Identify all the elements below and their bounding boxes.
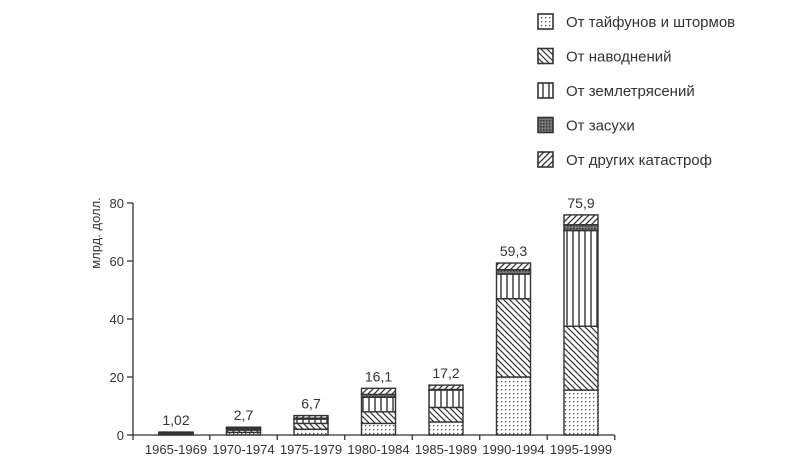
bar-segment [225, 426, 262, 429]
bar-segment [428, 406, 464, 423]
bar-segment [428, 384, 464, 391]
bar-segment [158, 431, 194, 434]
bar-segment [360, 422, 397, 436]
y-tick-label: 20 [110, 370, 124, 385]
x-tick-label: 1980-1984 [347, 442, 409, 457]
x-axis: 1965-1969 1970-1974 1975-1979 1980-1984 1985… [132, 434, 616, 457]
bar-stack [293, 414, 329, 436]
bar-total-label: 6,7 [301, 396, 321, 412]
bars: 1,02 2,7 6,7 16,1 17,2 59,3 75,9 [158, 195, 599, 436]
bar-total-label: 16,1 [365, 368, 392, 384]
bar-total-label: 1,02 [162, 412, 189, 428]
x-tick-label: 1985-1989 [415, 442, 477, 457]
y-tick-label: 0 [117, 428, 124, 443]
legend-item: От наводнений [537, 47, 672, 66]
bar-stack [360, 387, 397, 436]
y-axis: 0 20 40 60 80 [110, 196, 134, 443]
legend-swatch [537, 151, 554, 168]
legend-label: От засухи [566, 118, 635, 135]
x-tick-label: 1965-1969 [145, 442, 207, 457]
bar-segment [563, 325, 599, 391]
bar-segment [495, 262, 532, 271]
bar-total-label: 59,3 [500, 243, 527, 259]
x-tick-label: 1975-1979 [280, 442, 342, 457]
bar-segment [428, 389, 464, 409]
bar-total-label: 17,2 [432, 365, 459, 381]
bar-segment [563, 389, 599, 436]
bar-segment [293, 422, 329, 430]
x-tick-label: 1970-1974 [212, 442, 274, 457]
bar-segment [495, 298, 532, 378]
bar-segment [495, 376, 532, 436]
legend-swatch [537, 82, 554, 99]
legend: От тайфунов и штормов От наводнений От зем… [537, 13, 735, 169]
legend-label: От наводнений [566, 49, 672, 66]
legend-swatch [537, 116, 554, 134]
bar-segment [563, 229, 599, 327]
bar-stack [563, 214, 599, 436]
bar-segment [293, 414, 329, 419]
legend-item: От других катастроф [537, 151, 712, 169]
bar-segment [293, 428, 329, 436]
x-tick-label: 1990-1994 [482, 442, 544, 457]
bar-segment [360, 411, 397, 425]
legend-label: От тайфунов и штормов [566, 14, 735, 31]
bar-segment [563, 224, 599, 232]
x-tick-label: 1995-1999 [550, 442, 612, 457]
y-axis-title: млрд. долл. [88, 197, 103, 269]
bar-segment [495, 273, 532, 300]
legend-swatch [537, 13, 554, 30]
bar-stack [495, 262, 532, 436]
bar-total-label: 75,9 [567, 195, 594, 211]
bar-stack [428, 384, 464, 436]
bar-segment [360, 387, 397, 396]
bar-segment [360, 396, 397, 413]
legend-item: От землетрясений [537, 82, 695, 100]
legend-item: От засухи [537, 116, 635, 135]
legend-item: От тайфунов и штормов [537, 13, 735, 31]
bar-stack [225, 426, 262, 436]
bar-segment [428, 421, 464, 436]
legend-label: От землетрясений [566, 83, 695, 100]
bar-total-label: 2,7 [234, 407, 254, 423]
legend-swatch [537, 47, 554, 65]
bar-segment [563, 214, 599, 226]
y-tick-label: 80 [110, 196, 124, 211]
y-tick-label: 60 [110, 254, 124, 269]
legend-label: От других катастроф [566, 152, 712, 169]
y-tick-label: 40 [110, 312, 124, 327]
